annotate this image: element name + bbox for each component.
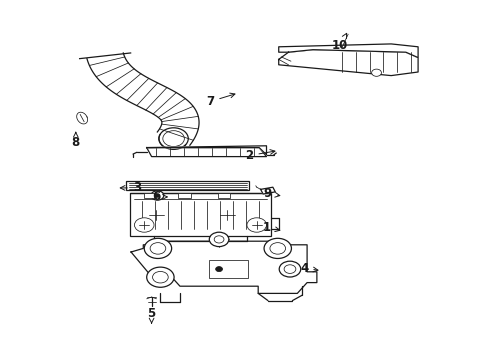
Bar (217, 193, 229, 198)
Text: 1: 1 (263, 221, 279, 234)
Bar (129, 193, 271, 236)
Bar (126, 181, 249, 190)
Polygon shape (260, 187, 275, 194)
Text: 2: 2 (245, 149, 274, 162)
Polygon shape (146, 148, 266, 157)
Bar (178, 193, 190, 198)
Circle shape (215, 266, 222, 271)
Polygon shape (87, 53, 199, 145)
Circle shape (371, 69, 381, 76)
Text: 6: 6 (152, 190, 167, 203)
Bar (144, 193, 156, 198)
Text: 8: 8 (72, 132, 80, 149)
Polygon shape (77, 112, 87, 124)
Text: 4: 4 (300, 262, 317, 275)
Text: 7: 7 (206, 93, 234, 108)
Text: 10: 10 (331, 33, 347, 52)
Circle shape (159, 128, 188, 149)
Circle shape (146, 267, 174, 287)
Circle shape (151, 191, 163, 200)
Text: 9: 9 (264, 187, 279, 200)
Polygon shape (146, 146, 266, 155)
Circle shape (209, 232, 228, 247)
Text: 5: 5 (147, 307, 155, 323)
Polygon shape (131, 241, 316, 293)
Polygon shape (278, 44, 417, 58)
Polygon shape (278, 50, 417, 76)
Circle shape (279, 261, 300, 277)
Circle shape (134, 218, 154, 232)
Circle shape (246, 218, 266, 232)
Circle shape (264, 238, 291, 258)
Bar (209, 260, 248, 278)
Circle shape (144, 238, 171, 258)
Text: 3: 3 (120, 181, 141, 194)
Circle shape (155, 194, 160, 197)
